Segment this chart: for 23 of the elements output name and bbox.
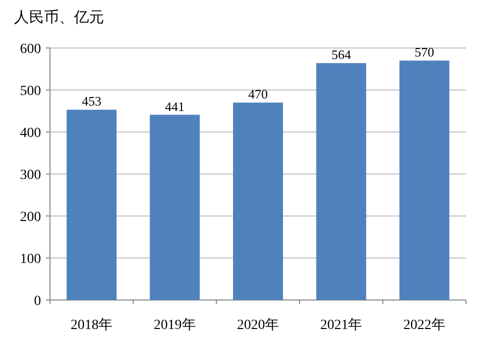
data-label: 470 [248, 86, 268, 102]
y-tick-label: 600 [20, 42, 41, 57]
y-axis-title: 人民币、亿元 [14, 8, 104, 26]
data-label: 570 [414, 44, 434, 60]
bar [150, 114, 200, 300]
y-tick-label: 400 [20, 126, 41, 141]
data-label: 453 [82, 94, 102, 109]
y-tick-label: 0 [34, 294, 41, 309]
x-tick-label: 2018年 [70, 317, 113, 333]
bar [233, 102, 283, 300]
y-tick-label: 500 [20, 84, 41, 99]
bar [399, 60, 450, 300]
x-tick-label: 2019年 [154, 317, 196, 333]
y-tick-label: 300 [20, 168, 41, 183]
bar [66, 110, 117, 300]
y-tick-label: 100 [20, 252, 41, 267]
y-tick-label: 200 [20, 210, 41, 225]
data-label: 564 [331, 47, 352, 62]
data-label: 441 [165, 98, 185, 114]
x-tick-label: 2021年 [320, 317, 362, 333]
bar [316, 63, 366, 300]
x-tick-label: 2022年 [403, 317, 446, 333]
x-tick-label: 2020年 [237, 317, 279, 333]
